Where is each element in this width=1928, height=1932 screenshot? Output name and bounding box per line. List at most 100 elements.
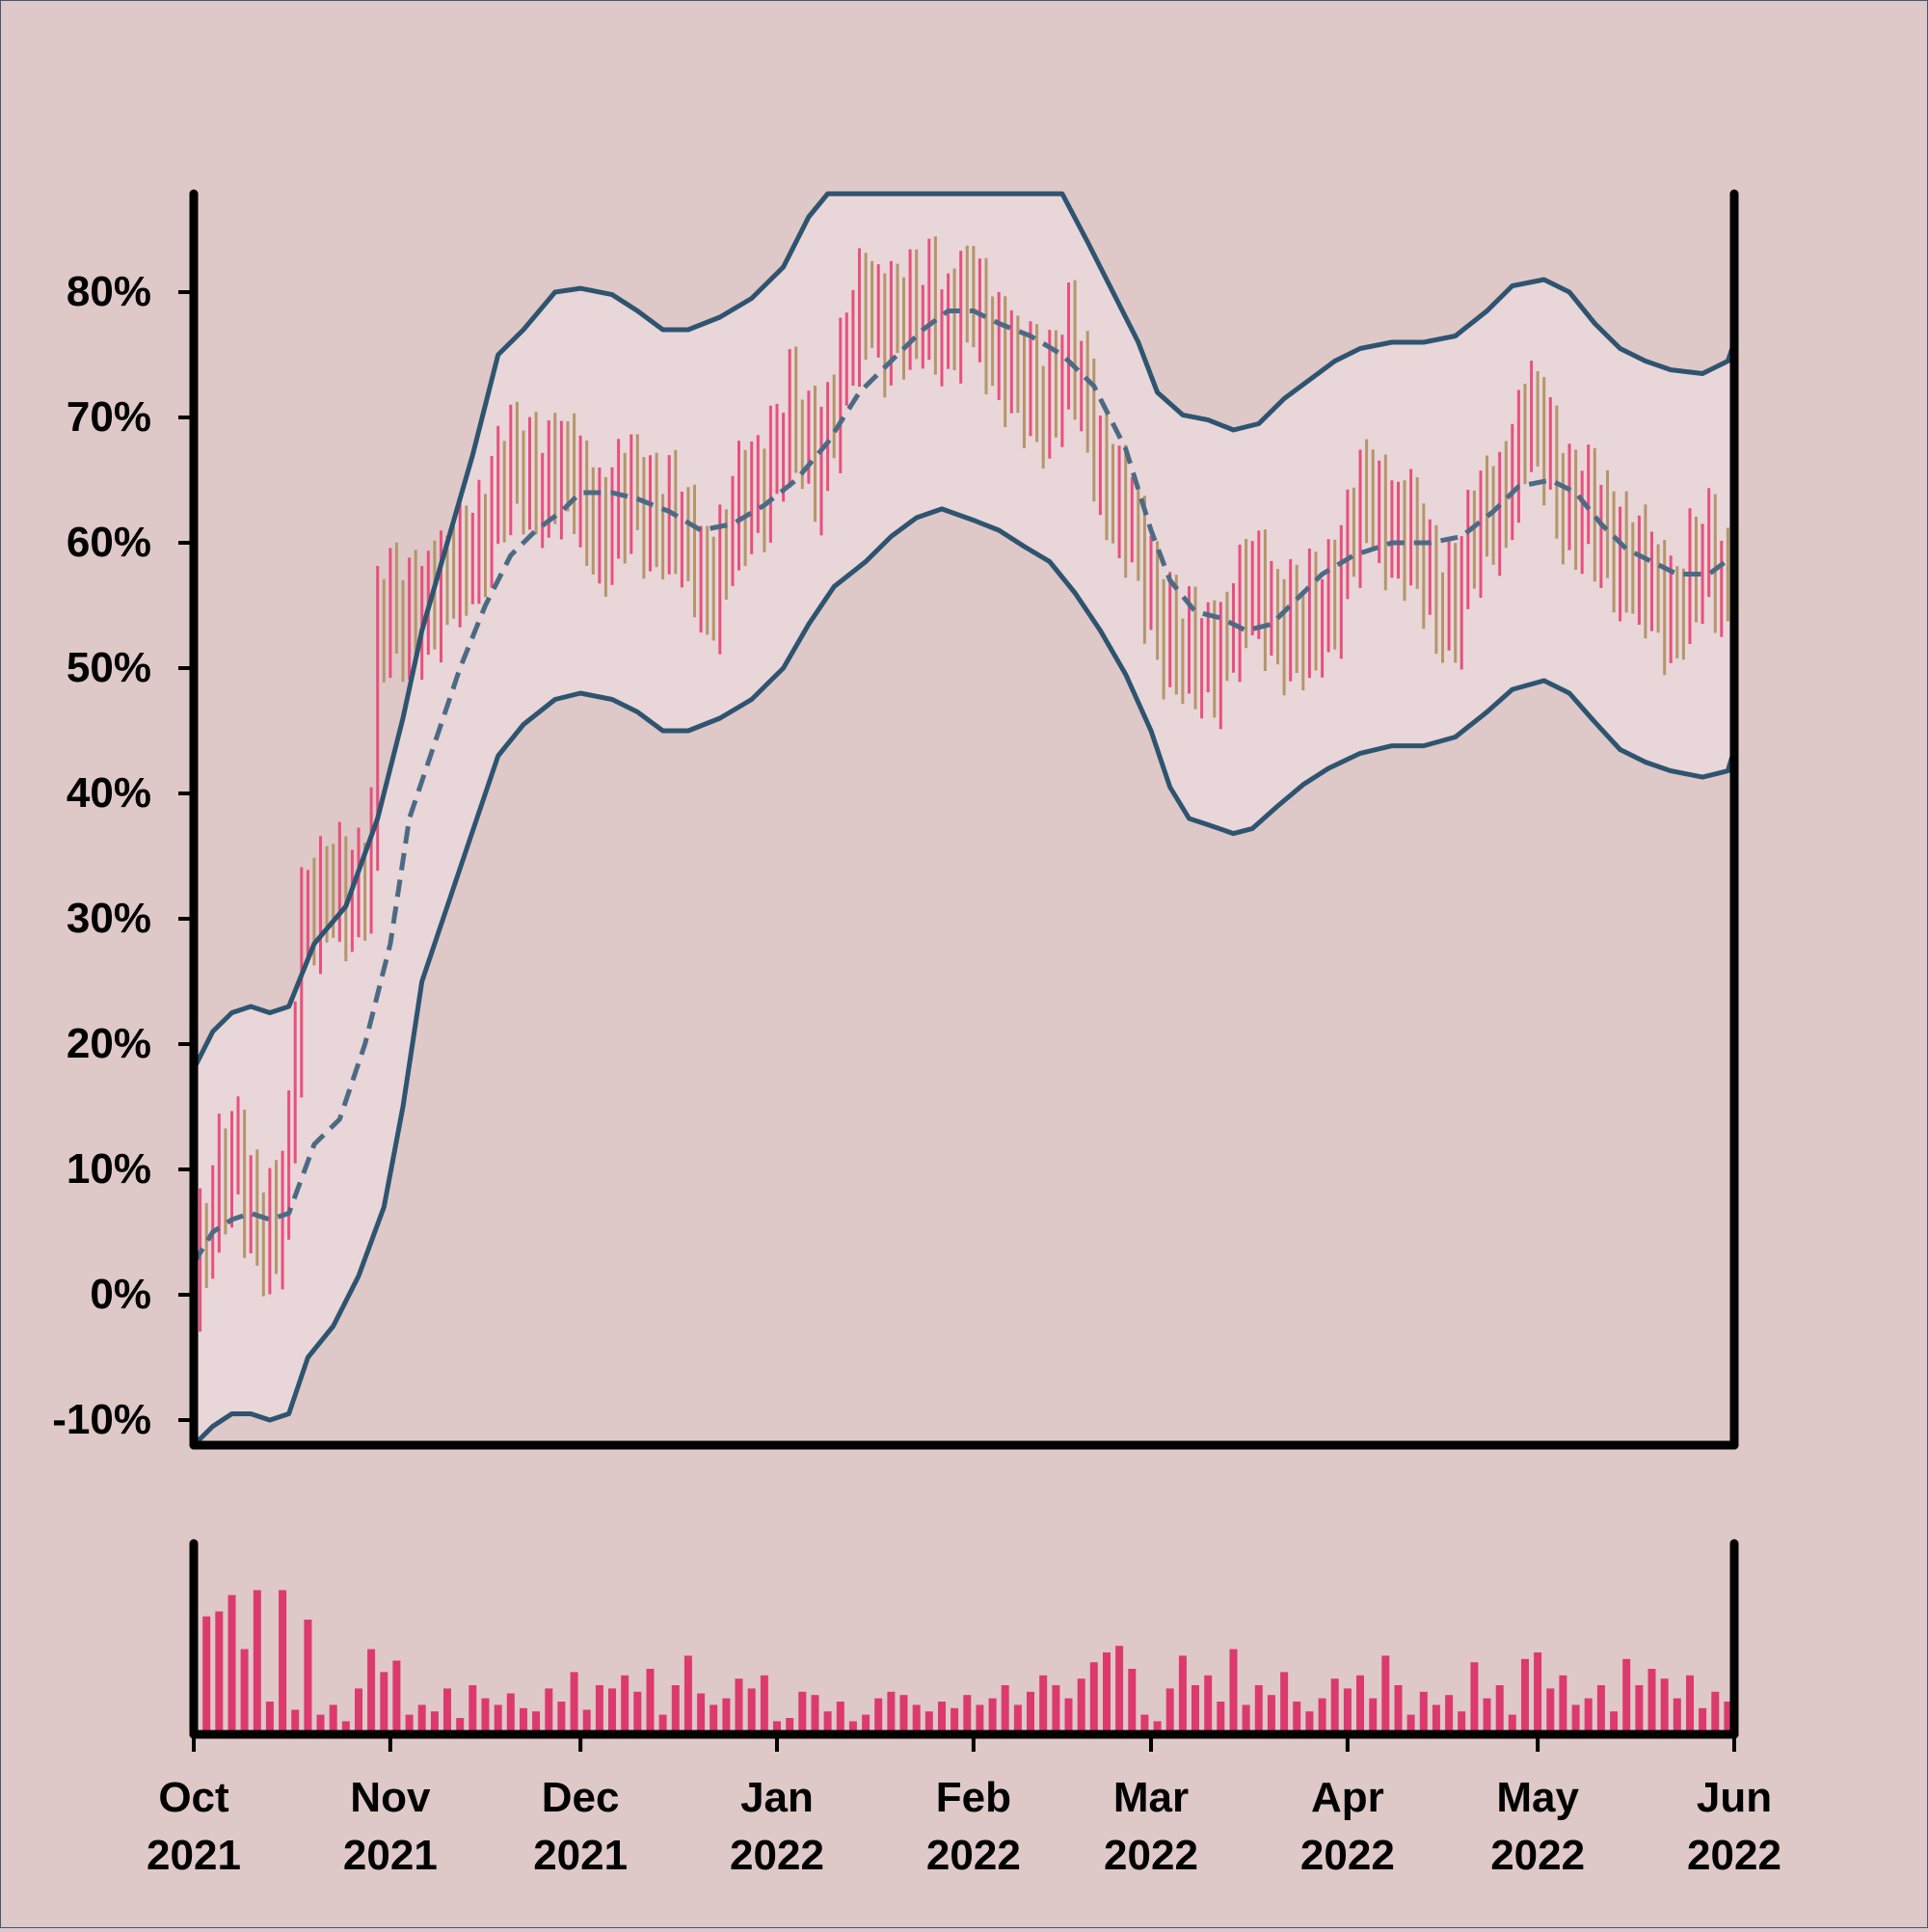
volume-bar xyxy=(1153,1721,1162,1734)
volume-bar xyxy=(899,1695,908,1734)
volume-bar xyxy=(582,1709,591,1734)
volume-bar xyxy=(253,1590,261,1734)
volume-bar xyxy=(747,1688,756,1734)
x-tick-month-label: Oct xyxy=(158,1774,229,1821)
volume-bar xyxy=(456,1718,465,1734)
volume-bar xyxy=(1686,1675,1694,1734)
volume-bar xyxy=(228,1595,236,1734)
volume-panel xyxy=(189,1539,1739,1739)
volume-bar xyxy=(1445,1695,1454,1734)
y-tick-label: 40% xyxy=(67,769,151,817)
volume-bar xyxy=(988,1698,997,1734)
volume-bar xyxy=(671,1685,680,1734)
price-panel xyxy=(189,189,1739,1450)
volume-bar xyxy=(1254,1685,1263,1734)
x-tick-month-label: Feb xyxy=(936,1774,1011,1821)
volume-bar xyxy=(265,1702,274,1734)
volume-bar xyxy=(532,1711,541,1734)
volume-bar xyxy=(1013,1704,1022,1734)
y-tick-label: 70% xyxy=(67,393,151,441)
volume-bar xyxy=(279,1590,287,1734)
volume-bar xyxy=(1419,1691,1428,1734)
y-tick-label: 60% xyxy=(67,519,151,566)
volume-bar xyxy=(1483,1698,1491,1734)
volume-bar xyxy=(1724,1702,1732,1734)
volume-bar xyxy=(1521,1658,1529,1734)
x-tick-year-label: 2022 xyxy=(926,1832,1021,1879)
volume-bar xyxy=(938,1702,946,1734)
volume-bar xyxy=(1559,1675,1567,1734)
y-tick-label: 30% xyxy=(67,895,151,942)
volume-bar xyxy=(836,1702,844,1734)
volume-bar xyxy=(1660,1678,1669,1734)
volume-bar xyxy=(557,1702,566,1734)
x-tick-year-label: 2022 xyxy=(1104,1832,1198,1879)
x-tick-year-label: 2022 xyxy=(1300,1832,1395,1879)
band-fill xyxy=(194,194,1734,1445)
volume-bar xyxy=(951,1707,959,1734)
volume-bar xyxy=(304,1620,312,1734)
volume-bar xyxy=(1343,1688,1352,1734)
volume-bar xyxy=(874,1698,883,1734)
volume-bar xyxy=(341,1721,350,1734)
y-tick-label: -10% xyxy=(52,1396,151,1443)
volume-bar xyxy=(570,1672,578,1734)
x-tick-month-label: Jan xyxy=(740,1774,814,1821)
volume-bar xyxy=(1394,1685,1403,1734)
volume-bar xyxy=(1571,1704,1580,1734)
volume-bar xyxy=(735,1678,743,1734)
volume-bar xyxy=(887,1691,896,1734)
volume-bar xyxy=(1052,1685,1060,1734)
volume-bar xyxy=(1001,1685,1009,1734)
volume-bar xyxy=(215,1611,224,1734)
y-tick-label: 20% xyxy=(67,1020,151,1067)
volume-bar xyxy=(380,1672,388,1734)
volume-bar xyxy=(608,1688,616,1734)
volume-bar xyxy=(1217,1702,1225,1734)
volume-bar xyxy=(1178,1655,1187,1734)
volume-bar xyxy=(430,1711,439,1734)
y-axis: -10% 0% 10% 20% 30% 40% 50% 60% 70% 80% xyxy=(52,268,194,1443)
volume-bar xyxy=(1458,1711,1466,1734)
x-tick-month-label: Mar xyxy=(1113,1774,1189,1821)
volume-bar xyxy=(1635,1685,1644,1734)
volume-bar xyxy=(1369,1698,1378,1734)
volume-bar xyxy=(1027,1691,1034,1734)
volume-bar xyxy=(1267,1695,1275,1734)
volume-bar xyxy=(1673,1698,1681,1734)
volume-bar xyxy=(1229,1649,1238,1734)
volume-bar xyxy=(823,1711,832,1734)
x-axis: Oct 2021 Nov 2021 Dec 2021 Jan 2022 Feb 2022 Mar 20… xyxy=(147,1734,1781,1879)
volume-bar xyxy=(1165,1688,1174,1734)
volume-bar xyxy=(1356,1675,1364,1734)
volume-bar xyxy=(240,1649,249,1734)
volume-bar xyxy=(1584,1698,1593,1734)
x-tick-year-label: 2021 xyxy=(533,1832,628,1879)
volume-bar xyxy=(469,1685,477,1734)
volume-bar xyxy=(710,1704,718,1734)
volume-bar xyxy=(811,1695,819,1734)
volume-bar xyxy=(1089,1662,1098,1734)
x-tick-month-label: Apr xyxy=(1311,1774,1384,1821)
band-middle-line xyxy=(191,309,1737,1265)
y-tick-label: 50% xyxy=(67,644,151,691)
volume-bar xyxy=(760,1675,768,1734)
band-lower-line xyxy=(192,506,1737,1447)
volume-bar xyxy=(1596,1685,1605,1734)
volume-bar xyxy=(1508,1714,1516,1734)
volume-bar xyxy=(355,1688,362,1734)
volume-bar xyxy=(520,1707,527,1734)
volume-bar xyxy=(924,1711,933,1734)
volume-bar xyxy=(633,1691,642,1734)
volume-bar xyxy=(697,1693,706,1734)
x-tick-month-label: Dec xyxy=(542,1774,620,1821)
volume-bar xyxy=(1546,1688,1555,1734)
volume-bar xyxy=(963,1695,972,1734)
y-tick-label: 0% xyxy=(90,1271,151,1318)
volume-bar xyxy=(1039,1675,1048,1734)
volume-bar xyxy=(1622,1658,1631,1734)
volume-bar xyxy=(773,1721,781,1734)
volume-bar xyxy=(1381,1655,1390,1734)
volume-bar xyxy=(443,1688,451,1734)
